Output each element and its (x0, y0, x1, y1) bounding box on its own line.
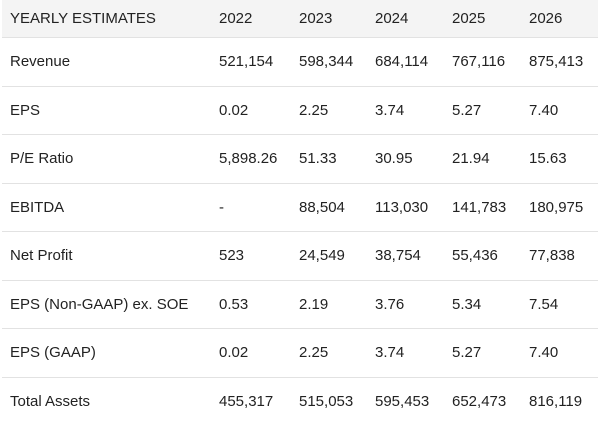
table-row-pe-ratio: P/E Ratio 5,898.26 51.33 30.95 21.94 15.… (2, 135, 598, 184)
row-value: 88,504 (299, 198, 345, 216)
header-year-2022: 2022 (219, 10, 253, 27)
row-label: EPS (10, 101, 41, 119)
row-value: 15.63 (529, 150, 567, 168)
row-value: 24,549 (299, 247, 345, 265)
header-year-2023: 2023 (299, 10, 333, 27)
row-value: 5.34 (452, 295, 482, 313)
table-row-total-assets: Total Assets 455,317 515,053 595,453 652… (2, 378, 598, 426)
row-value: 521,154 (219, 53, 274, 71)
row-value: 2.25 (299, 101, 329, 119)
row-value: 816,119 (529, 393, 583, 411)
row-label: EBITDA (10, 198, 65, 216)
row-value: 3.74 (375, 344, 405, 362)
row-value: 3.76 (375, 295, 405, 313)
row-value: 5,898.26 (219, 150, 278, 168)
row-value: 455,317 (219, 393, 274, 411)
row-value: 767,116 (452, 53, 506, 71)
table-row-ebitda: EBITDA - 88,504 113,030 141,783 180,975 (2, 184, 598, 232)
table-row-eps: EPS 0.02 2.25 3.74 5.27 7.40 (2, 87, 598, 135)
table-row-revenue: Revenue 521,154 598,344 684,114 767,116 … (2, 38, 598, 87)
row-value: 3.74 (375, 101, 405, 119)
row-value: 7.54 (529, 295, 559, 313)
row-value: 7.40 (529, 101, 559, 119)
table-row-eps-non-gaap: EPS (Non-GAAP) ex. SOE 0.53 2.19 3.76 5.… (2, 281, 598, 329)
row-value: 113,030 (375, 198, 429, 216)
row-value: 5.27 (452, 344, 482, 362)
row-value: - (219, 198, 224, 216)
row-value: 180,975 (529, 198, 584, 216)
table-header-row: YEARLY ESTIMATES 2022 2023 2024 2025 202… (2, 0, 598, 38)
header-year-2026: 2026 (529, 10, 563, 27)
row-value: 2.19 (299, 295, 329, 313)
row-label: Net Profit (10, 247, 73, 265)
row-label: Revenue (10, 53, 71, 71)
header-year-2025: 2025 (452, 10, 486, 27)
row-value: 595,453 (375, 393, 430, 411)
row-value: 515,053 (299, 393, 354, 411)
row-value: 2.25 (299, 344, 329, 362)
row-value: 38,754 (375, 247, 421, 265)
row-value: 7.40 (529, 344, 559, 362)
row-value: 55,436 (452, 247, 498, 265)
row-value: 684,114 (375, 53, 429, 71)
row-value: 30.95 (375, 150, 413, 168)
row-value: 0.53 (219, 295, 249, 313)
row-value: 523 (219, 247, 245, 265)
header-title: YEARLY ESTIMATES (10, 10, 156, 27)
row-value: 141,783 (452, 198, 507, 216)
row-value: 5.27 (452, 101, 482, 119)
row-value: 51.33 (299, 150, 337, 168)
row-label: P/E Ratio (10, 150, 74, 168)
row-value: 77,838 (529, 247, 575, 265)
row-label: EPS (Non-GAAP) ex. SOE (10, 295, 189, 313)
table-row-net-profit: Net Profit 523 24,549 38,754 55,436 77,8… (2, 232, 598, 281)
row-value: 652,473 (452, 393, 507, 411)
row-value: 598,344 (299, 53, 354, 71)
row-value: 21.94 (452, 150, 490, 168)
row-value: 875,413 (529, 53, 584, 71)
row-label: Total Assets (10, 393, 91, 411)
header-year-2024: 2024 (375, 10, 409, 27)
row-value: 0.02 (219, 344, 249, 362)
table-row-eps-gaap: EPS (GAAP) 0.02 2.25 3.74 5.27 7.40 (2, 329, 598, 378)
row-value: 0.02 (219, 101, 249, 119)
row-label: EPS (GAAP) (10, 344, 96, 362)
